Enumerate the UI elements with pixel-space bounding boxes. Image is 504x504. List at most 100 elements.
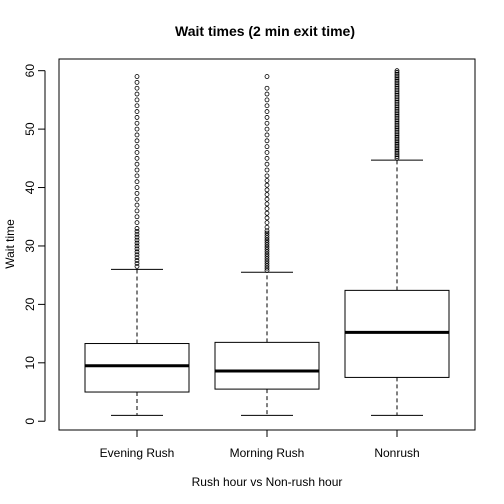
outlier-point <box>264 109 270 114</box>
outlier-point <box>394 77 400 82</box>
outlier-point <box>264 120 270 126</box>
outlier-point <box>394 89 400 95</box>
outlier-point <box>264 220 270 225</box>
outlier-point <box>264 215 270 221</box>
outlier-point <box>394 120 400 126</box>
outlier-point <box>264 256 270 262</box>
outlier-point <box>134 103 140 109</box>
box-0 <box>84 74 190 416</box>
outlier-point <box>264 178 270 183</box>
outlier-point <box>394 127 400 133</box>
outlier-point <box>264 261 270 266</box>
outlier-point <box>394 154 400 159</box>
y-tick-label: 30 <box>23 239 37 253</box>
outlier-point <box>264 91 270 97</box>
outlier-point <box>264 251 270 257</box>
outlier-point <box>264 240 270 245</box>
outlier-point <box>394 91 400 96</box>
outlier-point <box>394 143 400 149</box>
outlier-point <box>134 231 140 237</box>
x-axis: Evening Rush Morning Rush Nonrush <box>100 429 420 460</box>
outlier-point <box>264 182 270 188</box>
outlier-point <box>394 152 400 158</box>
outlier-point <box>394 124 400 130</box>
outlier-point <box>134 161 140 167</box>
outlier-point <box>264 244 270 250</box>
y-tick-label: 40 <box>23 181 37 195</box>
outlier-point <box>264 173 270 179</box>
outlier-point <box>264 187 270 193</box>
outlier-point <box>394 117 400 123</box>
outlier-point <box>394 68 400 74</box>
outlier-point <box>394 96 400 102</box>
y-tick-label: 50 <box>23 122 37 136</box>
outlier-point <box>134 214 140 220</box>
x-tick-label: Evening Rush <box>100 446 175 460</box>
outlier-point <box>134 249 140 255</box>
outlier-point <box>394 126 400 131</box>
outlier-point <box>134 167 140 173</box>
outlier-point <box>394 78 400 84</box>
boxes-group <box>84 68 450 416</box>
outlier-point <box>134 220 140 225</box>
outlier-point <box>394 103 400 109</box>
outlier-point <box>134 258 140 263</box>
outlier-point <box>394 84 400 89</box>
outlier-point <box>134 264 140 269</box>
outlier-point <box>264 196 270 202</box>
outlier-point <box>394 99 400 105</box>
outlier-point <box>394 138 400 144</box>
outlier-point <box>264 247 270 252</box>
outlier-point <box>134 237 140 243</box>
outlier-point <box>394 105 400 110</box>
outlier-point <box>394 133 400 138</box>
outlier-point <box>134 246 140 252</box>
outlier-point <box>134 240 140 246</box>
outlier-point <box>264 138 270 144</box>
outlier-point <box>394 80 400 86</box>
outlier-point <box>394 131 400 137</box>
y-tick-label: 20 <box>23 297 37 311</box>
outlier-point <box>264 103 270 109</box>
outlier-point <box>264 242 270 248</box>
outlier-point <box>134 234 140 240</box>
y-tick-label: 0 <box>23 418 37 425</box>
outlier-point <box>264 167 270 173</box>
x-tick-label: Morning Rush <box>230 446 305 460</box>
outlier-point <box>264 249 270 255</box>
y-tick-label: 10 <box>23 356 37 370</box>
outlier-point <box>264 258 270 264</box>
iqr-box <box>84 343 190 393</box>
outlier-point <box>264 268 270 273</box>
outlier-point <box>394 119 400 124</box>
outlier-point <box>394 140 400 145</box>
outlier-point <box>394 134 400 140</box>
outlier-point <box>264 230 270 236</box>
outlier-point <box>394 150 400 156</box>
outlier-point <box>134 120 140 126</box>
outlier-point <box>264 144 270 150</box>
outlier-point <box>264 206 270 211</box>
outlier-point <box>134 109 140 114</box>
outlier-point <box>264 210 270 216</box>
outlier-point <box>264 115 270 120</box>
outlier-point <box>134 226 140 231</box>
outlier-point <box>394 82 400 88</box>
outlier-point <box>394 101 400 107</box>
outlier-point <box>264 74 270 79</box>
outlier-point <box>394 87 400 93</box>
outlier-point <box>264 155 270 161</box>
outlier-point <box>134 252 140 258</box>
outlier-point <box>394 148 400 154</box>
outlier-point <box>394 155 400 161</box>
outlier-point <box>264 224 270 230</box>
outlier-point <box>134 115 140 120</box>
outlier-point <box>134 255 140 261</box>
outlier-point <box>394 113 400 119</box>
outlier-point <box>264 254 270 259</box>
outlier-point <box>264 263 270 269</box>
outlier-point <box>264 235 270 241</box>
outlier-point <box>134 196 140 202</box>
iqr-box <box>214 341 320 390</box>
outlier-point <box>394 145 400 151</box>
